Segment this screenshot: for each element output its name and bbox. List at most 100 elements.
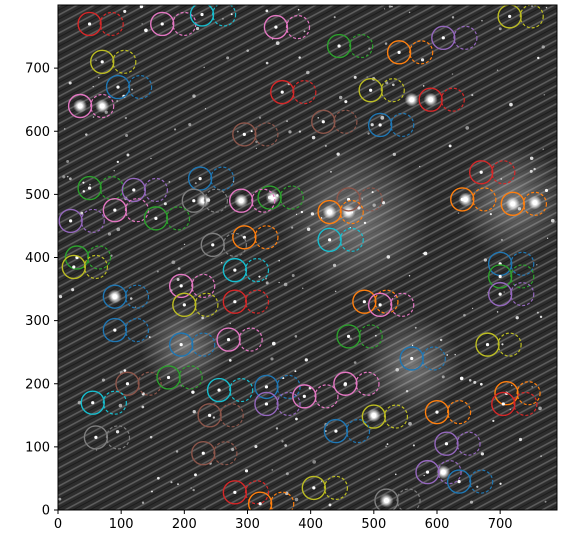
counterpart-circle [238, 327, 263, 352]
faint-star [311, 135, 316, 140]
source-circle [450, 187, 475, 212]
source-circle [168, 332, 194, 357]
counterpart-circle [105, 425, 131, 450]
faint-star [258, 116, 262, 119]
source-star [312, 486, 316, 490]
faint-star [118, 403, 123, 408]
source-pair [352, 289, 399, 314]
faint-star [71, 288, 75, 292]
y-tick-label: 300 [25, 314, 50, 329]
source-star [226, 337, 231, 342]
source-circle [187, 166, 213, 191]
faint-star [451, 16, 455, 19]
source-circle [150, 11, 175, 37]
source-circle [361, 404, 387, 429]
faint-star [101, 378, 105, 382]
source-circle [446, 469, 472, 494]
source-star [501, 402, 505, 406]
source-pair [102, 317, 150, 343]
counterpart-circle [472, 187, 497, 212]
faint-star [510, 384, 513, 387]
faint-star [82, 181, 85, 184]
faint-star [222, 18, 224, 20]
faint-star [540, 455, 543, 458]
source-star [113, 295, 117, 299]
source-star [132, 188, 136, 192]
counterpart-circle [358, 324, 383, 349]
source-circle [270, 79, 295, 105]
source-star [94, 435, 98, 440]
source-star [457, 479, 461, 484]
source-star [207, 413, 212, 417]
source-pair [367, 292, 415, 318]
source-pair [446, 469, 494, 494]
x-tick-label: 500 [361, 517, 386, 532]
source-pair [415, 459, 462, 485]
y-axis: 0 100 200 300 400 500 600 700 [25, 62, 58, 519]
source-circle [102, 317, 128, 343]
faint-star [304, 358, 308, 362]
faint-star [183, 243, 186, 246]
faint-star [58, 497, 62, 501]
source-circle [58, 208, 83, 234]
source-circle [352, 289, 377, 314]
faint-star [336, 152, 340, 156]
faint-star [286, 120, 288, 123]
faint-star [408, 275, 411, 277]
source-pair [450, 187, 497, 212]
faint-star [295, 213, 298, 216]
faint-star [459, 376, 464, 381]
source-circle [367, 112, 393, 138]
faint-star [123, 369, 127, 372]
source-star [498, 292, 502, 296]
source-star [116, 85, 120, 89]
faint-star [515, 316, 519, 320]
faint-star [330, 171, 332, 173]
faint-star [180, 385, 182, 387]
faint-star [529, 169, 533, 173]
source-circle [143, 206, 169, 231]
faint-star [107, 232, 112, 236]
source-star [239, 199, 243, 203]
source-circle [491, 391, 516, 417]
plot-area [57, 4, 558, 511]
faint-star [116, 227, 121, 232]
source-circle [222, 289, 248, 314]
faint-star [353, 75, 357, 79]
counterpart-circle [510, 282, 535, 307]
faint-star [334, 290, 337, 293]
x-tick-label: 100 [109, 517, 134, 532]
faint-star [320, 480, 323, 482]
source-pair [386, 40, 434, 65]
faint-star [265, 61, 269, 65]
source-star [113, 328, 117, 332]
counterpart-circle [437, 460, 462, 485]
source-pair [83, 425, 131, 450]
source-pair [292, 384, 339, 409]
faint-star [265, 277, 267, 280]
faint-star [294, 370, 297, 373]
faint-star [303, 30, 306, 33]
source-pair [143, 206, 191, 231]
faint-star [192, 94, 196, 98]
source-pair [80, 390, 127, 415]
source-circle [200, 232, 225, 258]
source-star [154, 216, 158, 220]
source-star [78, 104, 82, 108]
source-star [441, 36, 445, 40]
faint-star [353, 361, 357, 364]
source-star [113, 208, 117, 212]
faint-star [411, 344, 414, 346]
source-circle [172, 292, 197, 318]
faint-star [285, 472, 289, 476]
faint-star [220, 262, 223, 264]
faint-star [366, 76, 368, 78]
source-circle [424, 399, 450, 425]
faint-star [368, 47, 371, 50]
faint-star [469, 500, 474, 504]
source-circle [222, 257, 248, 283]
faint-star [80, 211, 84, 215]
source-pair [336, 324, 383, 349]
faint-star [463, 313, 466, 317]
faint-star [423, 474, 425, 477]
